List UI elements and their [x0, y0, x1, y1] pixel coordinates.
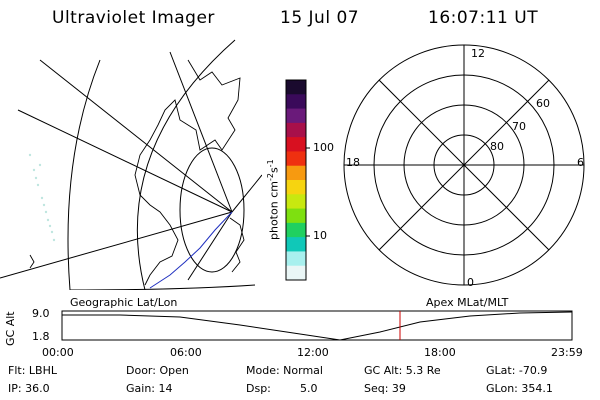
map-small-circle: [179, 147, 245, 273]
info-filter: Flt: LBHL: [8, 364, 57, 377]
coastline: [134, 59, 241, 286]
ground-track: [149, 211, 233, 289]
colorbar-unit-exp2: -1: [266, 159, 275, 168]
observation-date: 15 Jul 07: [280, 8, 360, 28]
colorbar-cell: [286, 122, 306, 138]
timeline-xtick-1800: 18:00: [424, 346, 456, 359]
colorbar-cell: [286, 180, 306, 195]
colorbar-cell: [286, 194, 306, 210]
altitude-curve: [62, 311, 573, 341]
instrument-title: Ultraviolet Imager: [52, 8, 215, 28]
colorbar-cell: [286, 108, 306, 124]
info-glat: GLat: -70.9: [486, 364, 548, 377]
info-glon: GLon: 354.1: [486, 382, 553, 395]
info-dsp-label: Dsp:: [246, 382, 271, 395]
info-dsp-value: 5.0: [300, 382, 318, 395]
mlt-label-0: 0: [467, 276, 474, 289]
mlat-label-80: 80: [490, 140, 504, 153]
info-mode: Mode: Normal: [246, 364, 323, 377]
mlat-label-70: 70: [512, 120, 526, 133]
colorbar-unit-label: photon cm-2s-1: [266, 159, 281, 240]
info-seq: Seq: 39: [364, 382, 406, 395]
map-lat-arc: [136, 39, 236, 290]
timeline-frame: [61, 310, 573, 341]
colorbar-unit-s: s: [267, 167, 281, 174]
observation-time: 16:07:11 UT: [428, 8, 539, 28]
map-lat-arc: [67, 59, 101, 290]
aurora-dots: [28, 153, 56, 242]
colorbar-cell: [286, 251, 306, 267]
timeline-xtick-0600: 06:00: [170, 346, 202, 359]
timeline-ytick-top: 9.0: [32, 307, 50, 320]
colorbar-cell: [286, 237, 306, 252]
timeline-ytick-bottom: 1.8: [32, 330, 50, 343]
timeline-right-title: Apex MLat/MLT: [426, 296, 509, 309]
map-meridian: [0, 211, 233, 279]
colorbar-tick-100: 100: [313, 141, 334, 154]
timeline-xtick-0000: 00:00: [42, 346, 74, 359]
mlt-label-18: 18: [346, 156, 360, 169]
colorbar-cell: [286, 94, 306, 110]
info-door: Door: Open: [126, 364, 189, 377]
info-gain: Gain: 14: [126, 382, 173, 395]
colorbar-cell: [286, 137, 306, 152]
colorbar-cell: [286, 265, 306, 281]
colorbar-unit-main: photon cm: [267, 181, 281, 240]
colorbar-cell: [286, 222, 306, 238]
timeline-xtick-1200: 12:00: [297, 346, 329, 359]
colorbar-cell: [286, 151, 306, 167]
colorbar-tick-10: 10: [313, 229, 327, 242]
geographic-map: [0, 39, 262, 290]
polar-plot: [343, 44, 585, 286]
mlat-label-60: 60: [536, 97, 550, 110]
colorbar-cell: [286, 80, 306, 95]
timeline-plot: [61, 310, 573, 341]
info-gc-alt: GC Alt: 5.3 Re: [364, 364, 441, 377]
timeline-ylabel: GC Alt: [4, 311, 17, 346]
timeline-xtick-2359: 23:59: [551, 346, 583, 359]
colorbar-cell: [286, 208, 306, 224]
colorbar-unit-exp1: -2: [266, 173, 275, 182]
colorbar: [285, 79, 310, 281]
mlt-label-12: 12: [471, 47, 485, 60]
mlt-label-6: 6: [577, 156, 584, 169]
map-meridian: [17, 109, 233, 213]
info-ip: IP: 36.0: [8, 382, 50, 395]
colorbar-cell: [286, 165, 306, 181]
timeline-left-title: Geographic Lat/Lon: [70, 296, 178, 309]
